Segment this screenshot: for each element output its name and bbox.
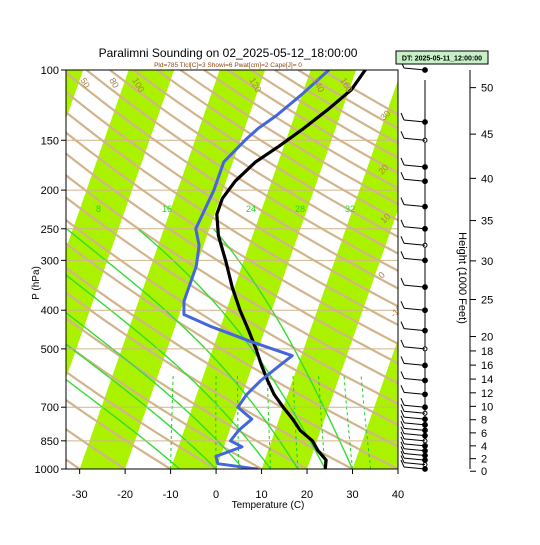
wind-barb-flag (401, 198, 404, 205)
wind-barb (404, 423, 425, 425)
wind-barb (404, 428, 425, 430)
height-tick-label: 18 (481, 346, 493, 358)
wind-barb (404, 449, 425, 451)
height-tick-label: 6 (481, 428, 487, 440)
wind-barb (404, 405, 425, 407)
x-tick-label: -30 (72, 489, 88, 501)
height-tick-label: 12 (481, 388, 493, 400)
dt-label: DT: 2025-05-11_12:00:00 (402, 56, 482, 63)
y-tick-label: 200 (41, 185, 59, 197)
chart-subtitle: Pld=785 Tlcl[C]=3 Showi=6 Pwat[cm]=2 Cap… (154, 62, 302, 69)
mixing-ratio-label: 28 (295, 204, 305, 214)
wind-barb-flag (401, 220, 404, 227)
wind-barb (404, 179, 425, 181)
wind-column (401, 61, 427, 471)
wind-barb (404, 285, 425, 287)
chart-title: Paralimni Sounding on 02_2025-05-12_18:0… (99, 46, 358, 60)
wind-barb (404, 243, 425, 245)
mixing-ratio-label: 8 (96, 204, 101, 214)
wind-barb (404, 453, 425, 455)
isotherm-label: -30 (434, 355, 450, 371)
wind-barb (404, 467, 425, 469)
x-tick-label: -20 (117, 489, 133, 501)
wind-barb (404, 205, 425, 207)
y-tick-label: 500 (41, 344, 59, 356)
height-tick-label: 50 (481, 83, 493, 95)
height-tick-label: 16 (481, 360, 493, 372)
wind-barb-flag (401, 385, 404, 392)
wind-barb (404, 392, 425, 394)
mixing-ratio-label: 24 (246, 204, 256, 214)
height-tick-label: 45 (481, 129, 493, 141)
height-tick-label: 30 (481, 256, 493, 268)
wind-barb-flag (401, 131, 404, 138)
wind-barb (404, 165, 425, 167)
height-tick-label: 4 (481, 441, 487, 453)
wind-barb-flag (401, 158, 404, 165)
wind-barb (404, 120, 425, 122)
x-tick-label: 0 (213, 489, 219, 501)
y-tick-label: 150 (41, 135, 59, 147)
height-tick-label: 40 (481, 173, 493, 185)
x-tick-label: -10 (163, 489, 179, 501)
height-tick-label: 35 (481, 216, 493, 228)
y-tick-label: 700 (41, 402, 59, 414)
wind-barb-flag (401, 172, 404, 179)
height-tick-label: 10 (481, 401, 493, 413)
height-axis-label: Height (1000 Feet) (456, 232, 468, 324)
wind-barb (404, 378, 425, 380)
height-tick-label: 20 (481, 332, 493, 344)
wind-barb (404, 329, 425, 331)
wind-barb-flag (401, 301, 404, 308)
height-tick-label: 2 (481, 454, 487, 466)
height-tick-label: 14 (481, 374, 493, 386)
wind-barb-flag (401, 278, 404, 285)
wind-barb (404, 463, 425, 465)
y-tick-label: 300 (41, 255, 59, 267)
wind-barb (404, 68, 425, 70)
y-tick-label: 1000 (35, 464, 59, 476)
wind-barb (404, 411, 425, 413)
mixing-ratio-label: 16 (162, 204, 172, 214)
height-tick-label: 8 (481, 415, 487, 427)
wind-barb-flag (401, 322, 404, 329)
y-tick-label: 400 (41, 305, 59, 317)
y-tick-label: 850 (41, 436, 59, 448)
wind-barb (404, 363, 425, 365)
wind-barb-flag (401, 236, 404, 243)
height-tick-label: 0 (481, 466, 487, 478)
y-axis-label: P (hPa) (31, 266, 42, 300)
wind-barb-flag (401, 113, 404, 120)
wind-barb (404, 417, 425, 419)
y-tick-label: 100 (41, 65, 59, 77)
wind-barb-flag (401, 340, 404, 347)
wind-barb (404, 138, 425, 140)
wind-barb (404, 434, 425, 436)
x-tick-label: 40 (392, 489, 404, 501)
wind-barb (404, 308, 425, 310)
x-axis-label: Temperature (C) (232, 500, 305, 511)
wind-barb (404, 227, 425, 229)
wind-barb (404, 258, 425, 260)
height-tick-label: 25 (481, 294, 493, 306)
wind-barb (404, 458, 425, 460)
wind-barb-flag (401, 371, 404, 378)
wind-barb-flag (401, 251, 404, 258)
wind-barb-flag (401, 356, 404, 363)
x-tick-label: 30 (346, 489, 358, 501)
mixing-ratio-label: 32 (345, 204, 355, 214)
wind-barb (404, 347, 425, 349)
y-tick-label: 250 (41, 224, 59, 236)
wind-barb (404, 444, 425, 446)
wind-barb (404, 439, 425, 441)
